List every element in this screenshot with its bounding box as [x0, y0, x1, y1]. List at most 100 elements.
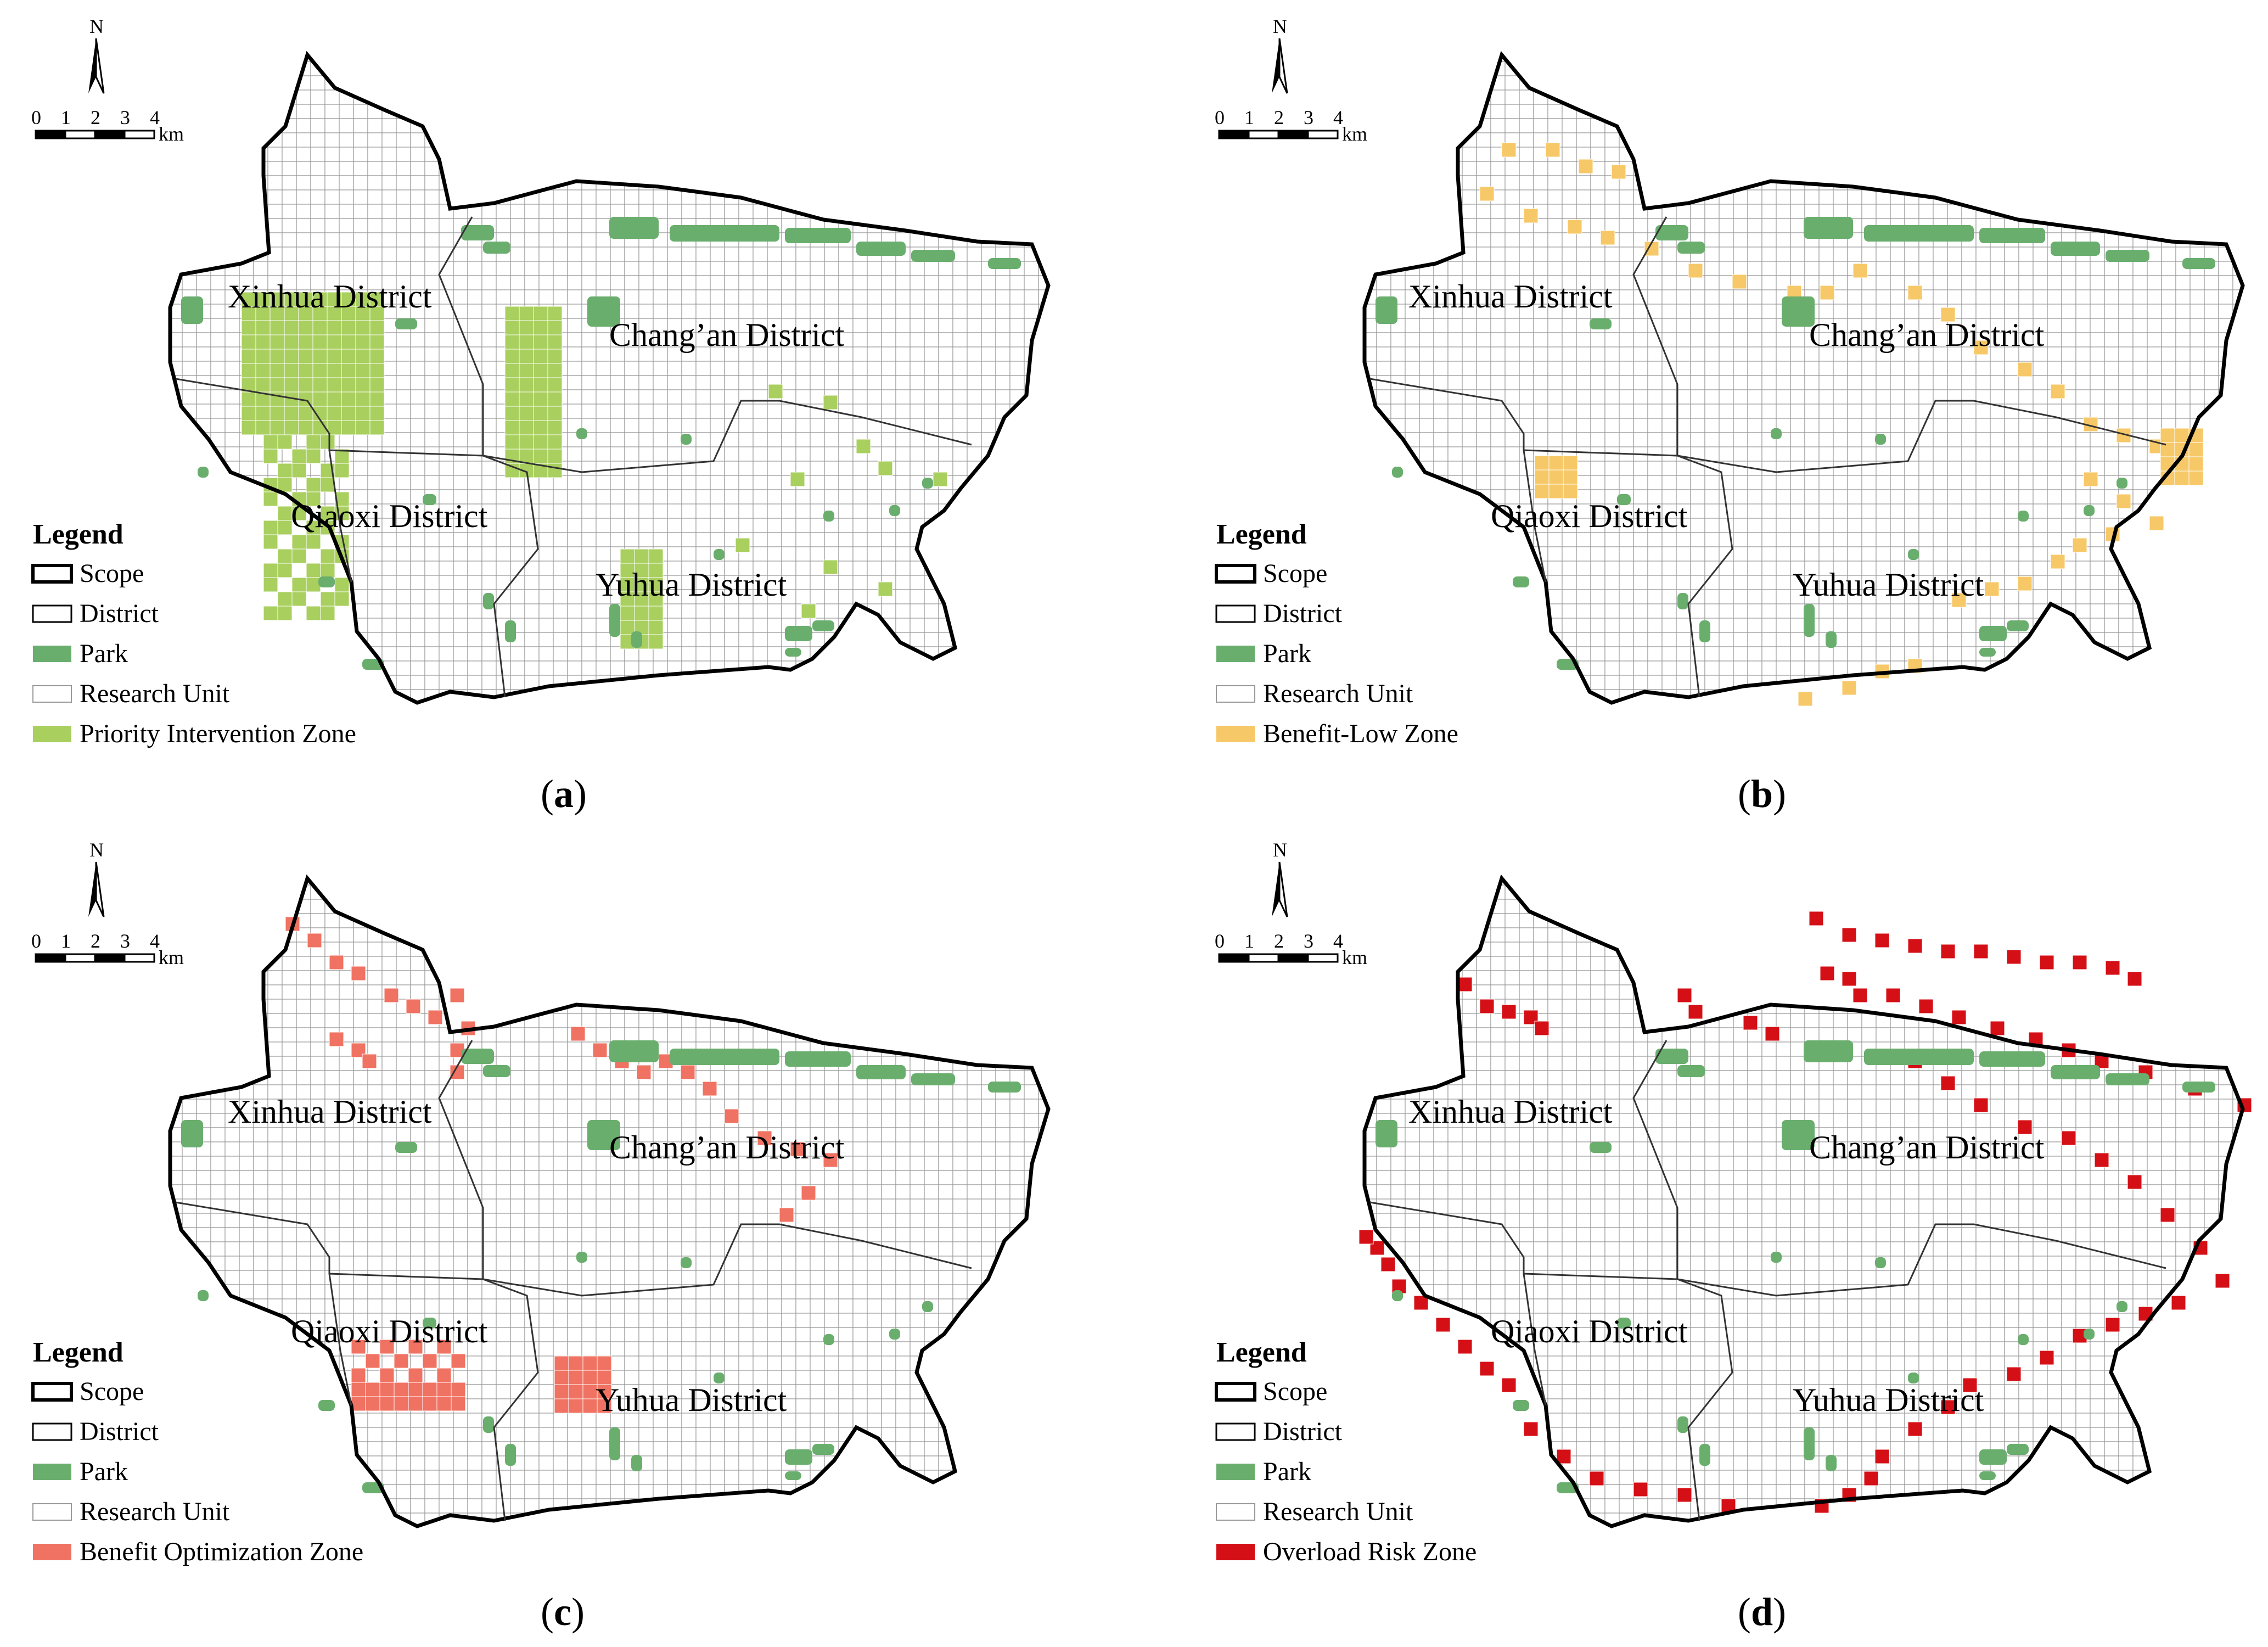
- research-unit-cell: [196, 204, 211, 219]
- research-unit-cell: [852, 332, 868, 348]
- research-unit-cell: [424, 660, 440, 676]
- research-unit-cell: [910, 489, 925, 505]
- research-unit-cell: [838, 104, 854, 119]
- research-unit-cell: [1390, 204, 1406, 219]
- label-qiaoxi: Qiaoxi District: [291, 498, 488, 534]
- research-unit-cell: [681, 404, 697, 419]
- research-unit-cell: [396, 561, 411, 576]
- research-unit-cell: [1462, 204, 1477, 219]
- research-unit-cell: [2033, 147, 2048, 162]
- research-unit-cell: [981, 689, 996, 703]
- research-unit-cell: [967, 418, 982, 433]
- research-unit-cell: [581, 118, 597, 133]
- research-unit-cell: [1562, 261, 1577, 276]
- research-unit-cell: [210, 118, 226, 133]
- research-unit-cell: [681, 175, 697, 191]
- research-unit-cell: [410, 389, 425, 405]
- research-unit-cell: [353, 589, 368, 604]
- research-unit-cell: [2033, 55, 2048, 62]
- research-unit-cell: [524, 89, 540, 105]
- research-unit-cell: [396, 446, 411, 462]
- research-unit-cell: [924, 546, 939, 562]
- research-unit-cell: [1038, 204, 1048, 219]
- research-unit-cell: [410, 461, 425, 476]
- research-unit-cell: [154, 333, 168, 347]
- research-unit-cell: [1024, 603, 1039, 619]
- research-unit-cell: [367, 575, 383, 590]
- zone-cell: [504, 406, 520, 421]
- research-unit-cell: [353, 247, 368, 262]
- research-unit-cell: [1719, 55, 1734, 62]
- research-unit-cell: [524, 518, 540, 533]
- research-unit-cell: [196, 218, 211, 233]
- research-unit-cell: [667, 361, 682, 376]
- research-unit-cell: [1038, 147, 1048, 162]
- research-unit-cell: [681, 646, 697, 662]
- research-unit-cell: [952, 346, 968, 362]
- research-unit-cell: [210, 618, 226, 633]
- research-unit-cell: [154, 475, 168, 490]
- research-unit-cell: [424, 161, 440, 176]
- research-unit-cell: [596, 89, 611, 105]
- research-unit-cell: [2004, 89, 2019, 105]
- research-unit-cell: [781, 689, 796, 703]
- legend-zone-label: Priority Intervention Zone: [80, 719, 356, 748]
- research-unit-cell: [2132, 189, 2148, 205]
- research-unit-cell: [538, 632, 554, 647]
- research-unit-cell: [838, 175, 854, 191]
- research-unit-cell: [1719, 232, 1734, 248]
- research-unit-cell: [781, 247, 796, 262]
- research-unit-cell: [895, 175, 911, 191]
- research-unit-cell: [1690, 204, 1705, 219]
- zone-cell: [241, 334, 256, 350]
- research-unit-cell: [1519, 175, 1534, 191]
- research-unit-cell: [1704, 346, 1720, 362]
- research-unit-cell: [224, 161, 240, 176]
- research-unit-cell: [1733, 247, 1748, 262]
- research-unit-cell: [710, 603, 725, 619]
- research-unit-cell: [182, 189, 197, 205]
- research-unit-cell: [795, 247, 811, 262]
- research-unit-cell: [638, 446, 654, 462]
- research-unit-cell: [881, 318, 896, 333]
- research-unit-cell: [524, 218, 540, 233]
- research-unit-cell: [810, 361, 825, 376]
- research-unit-cell: [810, 675, 825, 690]
- research-unit-cell: [767, 503, 782, 519]
- research-unit-cell: [339, 660, 354, 676]
- research-unit-cell: [239, 618, 254, 633]
- research-unit-cell: [1947, 104, 1962, 119]
- research-unit-cell: [154, 247, 168, 261]
- research-unit-cell: [767, 147, 782, 162]
- research-unit-cell: [895, 375, 911, 390]
- research-unit-cell: [924, 389, 939, 405]
- research-unit-cell: [439, 704, 453, 718]
- research-unit-cell: [1676, 204, 1691, 219]
- research-unit-cell: [2061, 89, 2076, 105]
- research-unit-cell: [196, 61, 211, 76]
- research-unit-cell: [739, 33, 753, 47]
- research-unit-cell: [1405, 33, 1419, 47]
- research-unit-cell: [1847, 104, 1862, 119]
- research-unit-cell: [1661, 247, 1677, 262]
- research-unit-cell: [170, 603, 183, 619]
- research-unit-cell: [610, 55, 625, 62]
- research-unit-cell: [981, 55, 996, 62]
- research-unit-cell: [2047, 161, 2062, 176]
- research-unit-cell: [1633, 118, 1648, 133]
- research-unit-cell: [182, 104, 197, 119]
- research-unit-cell: [568, 33, 582, 47]
- research-unit-cell: [838, 247, 854, 262]
- research-unit-cell: [639, 704, 653, 718]
- research-unit-cell: [1647, 89, 1663, 105]
- research-unit-cell: [1733, 232, 1748, 248]
- research-unit-cell: [810, 161, 825, 176]
- research-unit-cell: [624, 375, 639, 390]
- research-unit-cell: [2132, 289, 2148, 305]
- research-unit-cell: [1433, 61, 1449, 76]
- research-unit-cell: [838, 304, 854, 319]
- research-unit-cell: [695, 132, 711, 148]
- research-unit-cell: [1719, 318, 1734, 333]
- research-unit-cell: [411, 33, 425, 47]
- research-unit-cell: [496, 646, 511, 662]
